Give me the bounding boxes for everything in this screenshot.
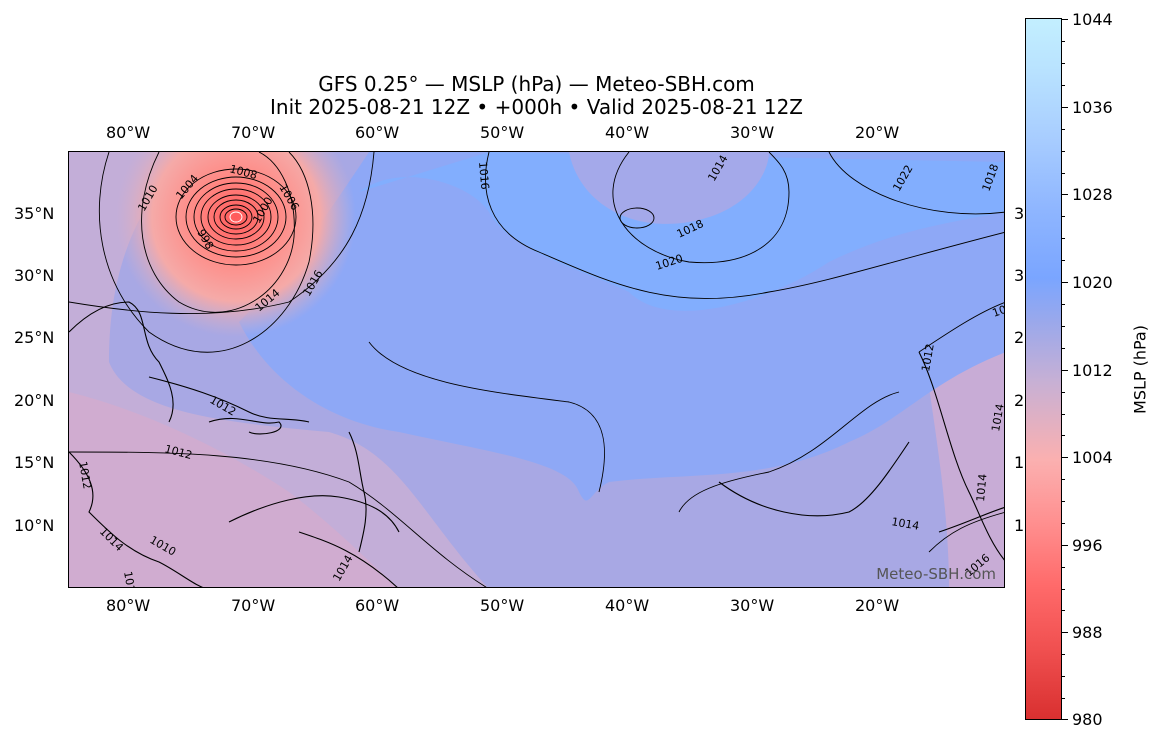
colorbar-minor-tick xyxy=(1062,589,1065,590)
hurricane-low-shading xyxy=(116,152,356,337)
colorbar-minor-tick xyxy=(1062,63,1065,64)
map-svg: 1012 1014 1016 1018 1020 1022 1018 1016 … xyxy=(69,152,1005,588)
colorbar-tick xyxy=(1062,370,1068,371)
lat-tick-right-clipped: 1 xyxy=(1014,453,1025,472)
isobars xyxy=(69,152,1004,587)
watermark: Meteo-SBH.com xyxy=(876,565,996,583)
colorbar-minor-tick xyxy=(1062,173,1065,174)
colorbar-tick-label: 1004 xyxy=(1072,448,1113,467)
lon-tick-top: 40°W xyxy=(605,123,650,142)
lat-tick-right-clipped: 3 xyxy=(1014,266,1025,285)
colorbar-minor-tick xyxy=(1062,348,1065,349)
colorbar-minor-tick xyxy=(1062,151,1065,152)
colorbar-minor-tick xyxy=(1062,654,1065,655)
colorbar-minor-tick xyxy=(1062,238,1065,239)
contour-label: 1014 xyxy=(974,473,989,502)
contour-label: 1016 xyxy=(476,161,491,190)
lon-tick-bottom: 20°W xyxy=(855,596,900,615)
colorbar-minor-tick xyxy=(1062,479,1065,480)
contour-label: 1014 xyxy=(989,403,1005,433)
lat-tick: 10°N xyxy=(14,516,55,535)
lat-tick-right-clipped: 3 xyxy=(1014,204,1025,223)
colorbar-tick xyxy=(1062,719,1068,720)
high-pressure-core xyxy=(359,152,1004,311)
lat-tick-right-clipped: 2 xyxy=(1014,328,1025,347)
colorbar-minor-tick xyxy=(1062,567,1065,568)
colorbar-minor-tick xyxy=(1062,435,1065,436)
colorbar-minor-tick xyxy=(1062,501,1065,502)
lon-tick-top: 80°W xyxy=(106,123,151,142)
colorbar-minor-tick xyxy=(1062,304,1065,305)
lon-tick-bottom: 60°W xyxy=(355,596,400,615)
lat-tick: 25°N xyxy=(14,328,55,347)
lon-tick-top: 50°W xyxy=(480,123,525,142)
colorbar-tick-label: 988 xyxy=(1072,623,1103,642)
map-title: GFS 0.25° — MSLP (hPa) — Meteo-SBH.com xyxy=(318,72,755,96)
colorbar-minor-tick xyxy=(1062,414,1065,415)
colorbar-tick xyxy=(1062,457,1068,458)
colorbar-tick xyxy=(1062,632,1068,633)
lat-tick: 15°N xyxy=(14,453,55,472)
lat-tick: 30°N xyxy=(14,266,55,285)
colorbar-minor-tick xyxy=(1062,129,1065,130)
colorbar-tick xyxy=(1062,107,1068,108)
lon-tick-top: 70°W xyxy=(231,123,276,142)
coastlines xyxy=(69,301,1004,587)
lon-tick-top: 30°W xyxy=(730,123,775,142)
colorbar-tick-label: 1012 xyxy=(1072,361,1113,380)
colorbar-minor-tick xyxy=(1062,41,1065,42)
lat-tick: 35°N xyxy=(14,204,55,223)
low-pressure-zone-caribbean xyxy=(69,392,397,587)
lon-tick-top: 20°W xyxy=(855,123,900,142)
contour-label: 1012 xyxy=(121,570,139,588)
weak-trough-north xyxy=(569,152,769,224)
contour-label: 1012 xyxy=(76,460,94,490)
lon-tick-top: 60°W xyxy=(355,123,400,142)
colorbar-minor-tick xyxy=(1062,676,1065,677)
lon-tick-bottom: 50°W xyxy=(480,596,525,615)
map-subtitle: Init 2025-08-21 12Z • +000h • Valid 2025… xyxy=(270,95,803,119)
colorbar-tick-label: 1036 xyxy=(1072,98,1113,117)
colorbar-tick xyxy=(1062,19,1068,20)
colorbar-minor-tick xyxy=(1062,85,1065,86)
contour-label: 1014 xyxy=(890,515,920,533)
colorbar-tick-label: 996 xyxy=(1072,536,1103,555)
colorbar-tick-label: 1020 xyxy=(1072,273,1113,292)
pressure-map: 1012 1014 1016 1018 1020 1022 1018 1016 … xyxy=(68,151,1005,588)
colorbar xyxy=(1025,18,1062,720)
colorbar-axis-label: MSLP (hPa) xyxy=(1130,325,1150,414)
colorbar-minor-tick xyxy=(1062,260,1065,261)
colorbar-minor-tick xyxy=(1062,610,1065,611)
lon-tick-bottom: 70°W xyxy=(231,596,276,615)
colorbar-minor-tick xyxy=(1062,216,1065,217)
contour-label: 1012 xyxy=(919,343,937,373)
colorbar-tick xyxy=(1062,282,1068,283)
lat-tick: 20°N xyxy=(14,391,55,410)
lon-tick-bottom: 80°W xyxy=(106,596,151,615)
colorbar-minor-tick xyxy=(1062,326,1065,327)
colorbar-minor-tick xyxy=(1062,698,1065,699)
colorbar-tick xyxy=(1062,194,1068,195)
colorbar-tick-label: 1028 xyxy=(1072,185,1113,204)
lon-tick-bottom: 40°W xyxy=(605,596,650,615)
colorbar-minor-tick xyxy=(1062,392,1065,393)
lat-tick-right-clipped: 1 xyxy=(1014,516,1025,535)
lon-tick-bottom: 30°W xyxy=(730,596,775,615)
colorbar-tick-label: 1044 xyxy=(1072,10,1113,29)
colorbar-minor-tick xyxy=(1062,523,1065,524)
colorbar-tick-label: 980 xyxy=(1072,710,1103,729)
lat-tick-right-clipped: 2 xyxy=(1014,391,1025,410)
colorbar-tick xyxy=(1062,545,1068,546)
